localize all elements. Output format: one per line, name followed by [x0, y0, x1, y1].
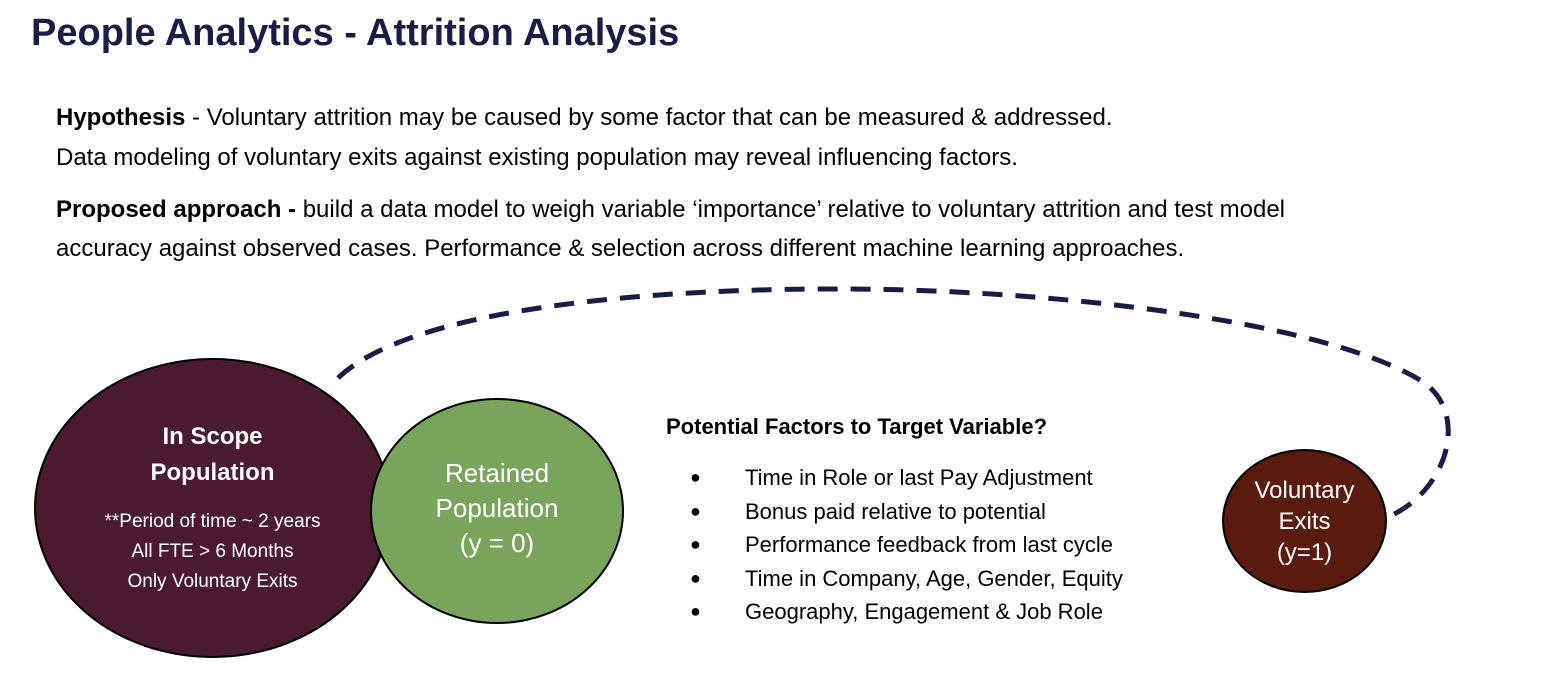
- approach-paragraph: Proposed approach - build a data model t…: [56, 190, 1285, 268]
- factor-text: Time in Company, Age, Gender, Equity: [745, 565, 1123, 591]
- exits-line-2: Exits: [1278, 507, 1331, 535]
- in-scope-title-line-2: Population: [150, 459, 275, 486]
- hypothesis-text-1: - Voluntary attrition may be caused by s…: [185, 104, 1113, 131]
- connector-path: [336, 286, 1451, 520]
- factor-text: Geography, Engagement & Job Role: [745, 599, 1103, 624]
- hypothesis-line-1: Hypothesis - Voluntary attrition may be …: [56, 98, 1113, 138]
- bullet-icon: ●: [690, 467, 701, 487]
- approach-line-2: accuracy against observed cases. Perform…: [56, 235, 1185, 262]
- factor-item: ● Performance feedback from last cycle: [690, 528, 1123, 562]
- factor-text: Performance feedback from last cycle: [745, 532, 1114, 557]
- factor-text: Time in Role or last Pay Adjustment: [745, 465, 1093, 490]
- exits-line-1: Voluntary: [1254, 476, 1355, 504]
- factors-title: Potential Factors to Target Variable?: [666, 414, 1048, 439]
- retained-line-1: Retained: [444, 457, 550, 488]
- hypothesis-label: Hypothesis: [56, 104, 186, 131]
- retained-label: Retained Population (y = 0): [436, 456, 559, 561]
- approach-label: Proposed approach -: [56, 196, 303, 223]
- in-scope-detail-2: All FTE > 6 Months: [131, 541, 294, 562]
- in-scope-population-circle: In Scope Population **Period of time ~ 2…: [34, 358, 391, 658]
- bullet-icon: ●: [690, 534, 701, 554]
- approach-line-1: Proposed approach - build a data model t…: [56, 190, 1285, 229]
- in-scope-detail-3: Only Voluntary Exits: [127, 571, 298, 592]
- exits-label: Voluntary Exits (y=1): [1254, 475, 1354, 568]
- in-scope-title-line-1: In Scope: [162, 423, 263, 450]
- page-title: People Analytics - Attrition Analysis: [31, 12, 680, 54]
- hypothesis-line-2: Data modeling of voluntary exits against…: [56, 144, 1018, 171]
- factor-item: ● Bonus paid relative to potential: [690, 495, 1123, 529]
- in-scope-details: **Period of time ~ 2 years All FTE > 6 M…: [105, 507, 321, 597]
- bullet-icon: ●: [690, 601, 701, 621]
- approach-text-1: build a data model to weigh variable ‘im…: [302, 196, 1286, 223]
- exits-line-3: (y=1): [1276, 538, 1333, 566]
- retained-line-2: Population: [435, 492, 559, 523]
- factors-list: ● Time in Role or last Pay Adjustment ● Bon…: [690, 461, 1123, 629]
- factor-text: Bonus paid relative to potential: [745, 498, 1046, 524]
- factor-item: ● Time in Role or last Pay Adjustment: [690, 461, 1123, 495]
- retained-population-circle: Retained Population (y = 0): [370, 398, 624, 624]
- hypothesis-paragraph: Hypothesis - Voluntary attrition may be …: [56, 98, 1113, 178]
- retained-line-3: (y = 0): [459, 527, 535, 558]
- bullet-icon: ●: [690, 567, 701, 588]
- factor-item: ● Geography, Engagement & Job Role: [690, 595, 1123, 629]
- in-scope-detail-1: **Period of time ~ 2 years: [104, 511, 321, 532]
- factor-item: ● Time in Company, Age, Gender, Equity: [690, 562, 1123, 596]
- bullet-icon: ●: [690, 500, 701, 521]
- voluntary-exits-circle: Voluntary Exits (y=1): [1222, 449, 1387, 593]
- in-scope-title: In Scope Population: [151, 419, 275, 491]
